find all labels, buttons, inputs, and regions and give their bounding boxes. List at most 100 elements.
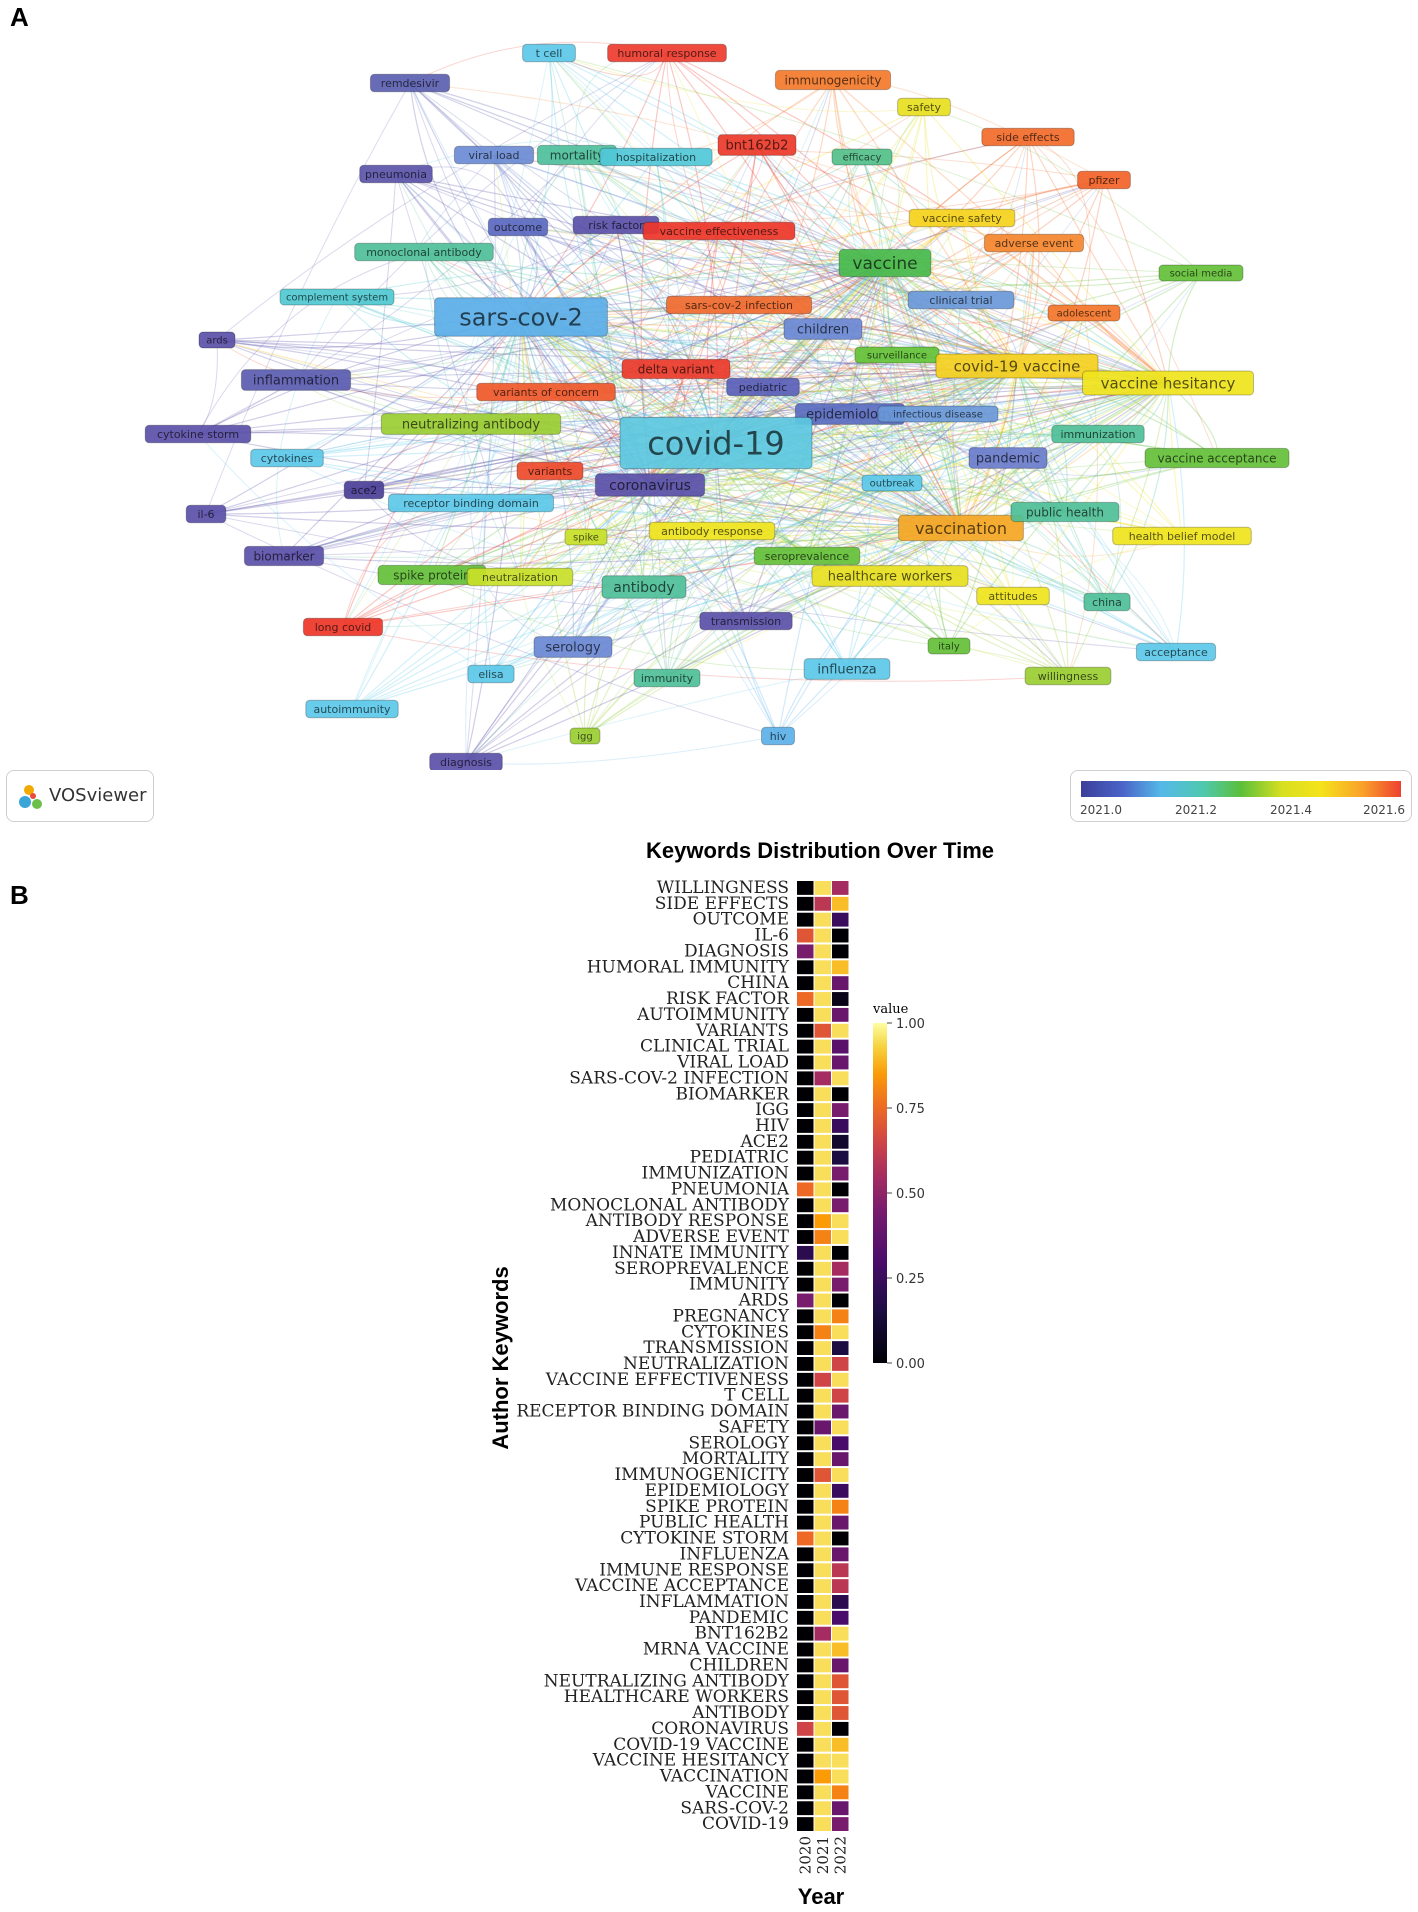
network-edge xyxy=(520,316,574,648)
network-edge xyxy=(363,382,1169,491)
network-node-box xyxy=(302,617,384,637)
network-node: adolescent xyxy=(1047,304,1121,322)
heatmap-row: SEROPREVALENCE xyxy=(614,1259,849,1279)
network-edge xyxy=(960,312,1085,529)
heatmap-row: T CELL xyxy=(724,1386,849,1406)
heatmap-row: MORTALITY xyxy=(682,1449,849,1469)
heatmap-cell xyxy=(797,881,814,895)
network-edge xyxy=(517,226,1085,314)
heatmap-cell xyxy=(797,1674,814,1689)
heatmap-row-label: COVID-19 xyxy=(702,1814,789,1834)
network-node-box xyxy=(648,521,776,541)
heatmap-row-label: IMMUNE RESPONSE xyxy=(599,1560,789,1580)
colorbar-title: value xyxy=(872,1002,909,1017)
heatmap-cell xyxy=(797,1452,814,1467)
network-edge xyxy=(715,144,758,444)
heatmap-cell xyxy=(814,1039,831,1054)
heatmap-cell xyxy=(832,1753,849,1768)
heatmap-cell xyxy=(797,944,814,959)
network-edge xyxy=(520,316,1069,677)
colorbar-gradient xyxy=(873,1023,887,1363)
heatmap-row: INFLAMMATION xyxy=(639,1592,849,1612)
network-node: immunogenicity xyxy=(774,69,892,91)
network-node: efficacy xyxy=(831,148,893,166)
network-node-box xyxy=(1051,424,1145,444)
heatmap-cell xyxy=(814,1579,831,1593)
network-edge xyxy=(666,328,824,679)
heatmap-cell xyxy=(797,1198,814,1213)
network-edge xyxy=(205,513,1177,653)
heatmap-cell xyxy=(797,1071,814,1086)
network-node-box xyxy=(305,699,399,719)
network-node: inflammation xyxy=(240,369,352,391)
network-edge xyxy=(718,230,1108,603)
heatmap-cell xyxy=(797,1214,814,1229)
network-edge xyxy=(806,328,834,557)
network-edge xyxy=(1167,272,1202,384)
heatmap-row-label: SARS-COV-2 INFECTION xyxy=(569,1068,789,1088)
network-node-box xyxy=(981,127,1075,147)
network-node-label: pneumonia xyxy=(365,168,427,181)
network-node: receptor binding domain xyxy=(388,493,554,513)
network-edge xyxy=(649,484,1108,603)
network-edge xyxy=(666,442,717,679)
network-edge xyxy=(545,262,886,393)
heatmap-row: IMMUNITY xyxy=(689,1275,849,1295)
network-node-box xyxy=(434,297,608,337)
heatmap-row: VARIANTS xyxy=(695,1021,849,1041)
network-edge xyxy=(465,527,962,763)
network-node: sars-cov-2 infection xyxy=(665,295,813,315)
network-edge xyxy=(283,316,522,557)
network-node-label: transmission xyxy=(711,615,781,628)
heatmap-row-label: HUMORAL IMMUNITY xyxy=(587,957,790,977)
network-edge xyxy=(960,242,1035,529)
network-node-box xyxy=(1083,592,1131,612)
network-node-label: t cell xyxy=(536,47,563,60)
network-node-box xyxy=(250,448,324,468)
network-edge xyxy=(519,382,1169,578)
network-node-label: mortality xyxy=(550,148,605,162)
heatmap-cell xyxy=(814,928,831,943)
network-node: sars-cov-2 xyxy=(434,297,608,337)
heatmap-row-label: NEUTRALIZATION xyxy=(623,1354,789,1374)
network-edge xyxy=(197,432,651,486)
network-edge xyxy=(923,106,1018,367)
network-node-label: vaccine safety xyxy=(922,212,1002,225)
network-edge xyxy=(884,262,1014,597)
network-edge xyxy=(832,79,1169,384)
heatmap-cell xyxy=(832,1119,849,1133)
network-node: humoral response xyxy=(607,43,727,63)
network-node: serology xyxy=(533,636,613,658)
network-node-box xyxy=(774,69,892,91)
heatmap-cell xyxy=(797,1436,814,1451)
heatmap-row-label: WILLINGNESS xyxy=(657,878,789,898)
heatmap-row: TRANSMISSION xyxy=(643,1338,849,1358)
network-node-label: vaccination xyxy=(915,519,1007,538)
network-edge xyxy=(666,52,764,388)
network-edge xyxy=(395,173,521,578)
network-node-label: sars-cov-2 infection xyxy=(685,299,793,312)
heatmap-cell xyxy=(832,1563,849,1578)
heatmap-row: SARS-COV-2 INFECTION xyxy=(569,1068,849,1088)
heatmap-cell xyxy=(814,881,831,895)
network-edge xyxy=(517,226,1018,367)
heatmap-cell xyxy=(797,1753,814,1768)
heatmap-cell xyxy=(832,1658,849,1673)
heatmap-row: HUMORAL IMMUNITY xyxy=(587,957,849,977)
network-edge xyxy=(666,52,719,444)
heatmap-row-label: CYTOKINE STORM xyxy=(620,1529,789,1549)
network-node-label: covid-19 vaccine xyxy=(954,357,1081,375)
network-edge xyxy=(395,173,1018,367)
heatmap-row: MRNA VACCINE xyxy=(643,1640,849,1660)
heatmap-cell xyxy=(797,1039,814,1054)
heatmap-row: SEROLOGY xyxy=(688,1433,849,1453)
heatmap-cell xyxy=(814,1023,831,1038)
heatmap-cell xyxy=(814,1499,831,1514)
network-edge xyxy=(197,154,578,435)
heatmap-row-label: T CELL xyxy=(724,1386,789,1406)
heatmap-row-label: ANTIBODY xyxy=(691,1703,790,1723)
heatmap-row-label: DIAGNOSIS xyxy=(684,941,789,961)
network-node-box xyxy=(369,73,451,93)
heatmap-cell xyxy=(814,1134,831,1149)
network-edge xyxy=(572,144,758,648)
